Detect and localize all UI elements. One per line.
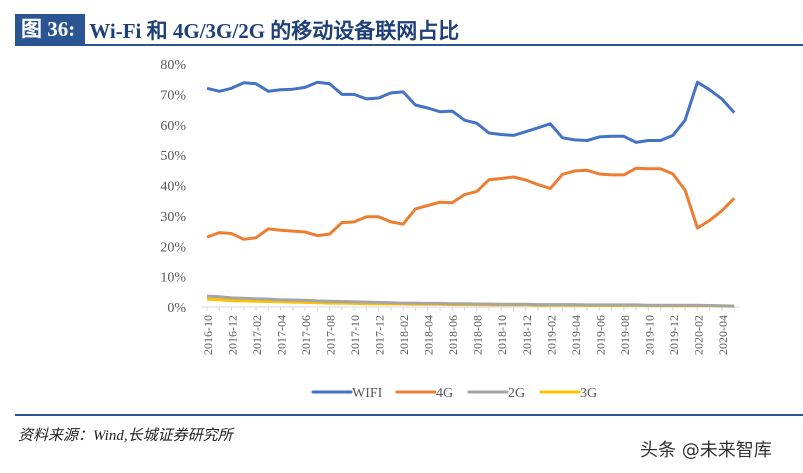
legend-item-4g: 4G (395, 386, 453, 401)
y-tick-label: 20% (160, 240, 186, 255)
x-tick-label: 2019-10 (642, 315, 656, 355)
legend-item-wifi: WIFI (311, 386, 383, 401)
x-tick-label: 2019-12 (667, 315, 681, 355)
legend-label: 4G (436, 386, 453, 401)
line-chart: 0% 10% 20% 30% 40% 50% 60% 70% 80% 2016-10 2016-12… (160, 58, 741, 401)
legend-item-3g: 3G (539, 386, 597, 401)
figure-header: 图 36: Wi-Fi 和 4G/3G/2G 的移动设备联网占比 (15, 14, 459, 45)
series-line-4g (206, 166, 736, 241)
legend-label: 2G (508, 386, 525, 401)
x-tick-label: 2020-02 (691, 315, 705, 355)
y-tick-label: 40% (160, 180, 186, 195)
y-tick-label: 30% (160, 210, 186, 225)
footer-divider (15, 414, 803, 416)
x-tick-label: 2017-12 (373, 315, 387, 355)
x-tick-label: 2017-10 (348, 315, 362, 355)
x-tick-label: 2017-02 (250, 315, 264, 355)
x-tick-label: 2018-12 (520, 315, 534, 355)
x-tick-label: 2019-06 (593, 315, 607, 355)
y-tick-label: 10% (160, 271, 186, 286)
legend-label: WIFI (352, 386, 383, 401)
y-tick-label: 60% (160, 119, 186, 134)
x-tick-label: 2016-10 (201, 315, 215, 355)
x-tick-label: 2018-10 (495, 315, 509, 355)
figure-label: 图 36: (15, 14, 86, 45)
x-tick-label: 2017-04 (275, 315, 289, 355)
legend-label: 3G (580, 386, 597, 401)
x-tick-label: 2018-02 (397, 315, 411, 355)
legend-item-2g: 2G (467, 386, 525, 401)
y-tick-label: 50% (160, 149, 186, 164)
y-tick-label: 70% (160, 88, 186, 103)
y-tick-label: 80% (160, 58, 186, 73)
x-tick-label: 2018-06 (446, 315, 460, 355)
x-tick-label: 2019-08 (618, 315, 632, 355)
series-line-wifi (206, 80, 736, 144)
y-tick-label: 0% (167, 301, 186, 316)
header-divider (15, 44, 803, 46)
x-tick-label: 2019-04 (569, 315, 583, 355)
watermark: 头条 @未来智库 (640, 440, 772, 461)
figure-title: Wi-Fi 和 4G/3G/2G 的移动设备联网占比 (89, 18, 460, 43)
source-note: 资料来源：Wind,长城证券研究所 (18, 428, 233, 444)
x-tick-label: 2020-04 (716, 315, 730, 355)
x-tick-label: 2018-04 (422, 315, 436, 355)
x-tick-label: 2017-08 (324, 315, 338, 355)
x-tick-label: 2017-06 (299, 315, 313, 355)
x-tick-label: 2018-08 (471, 315, 485, 355)
x-tick-label: 2019-02 (544, 315, 558, 355)
x-tick-label: 2016-12 (226, 315, 240, 355)
series-line-2g (206, 294, 735, 308)
